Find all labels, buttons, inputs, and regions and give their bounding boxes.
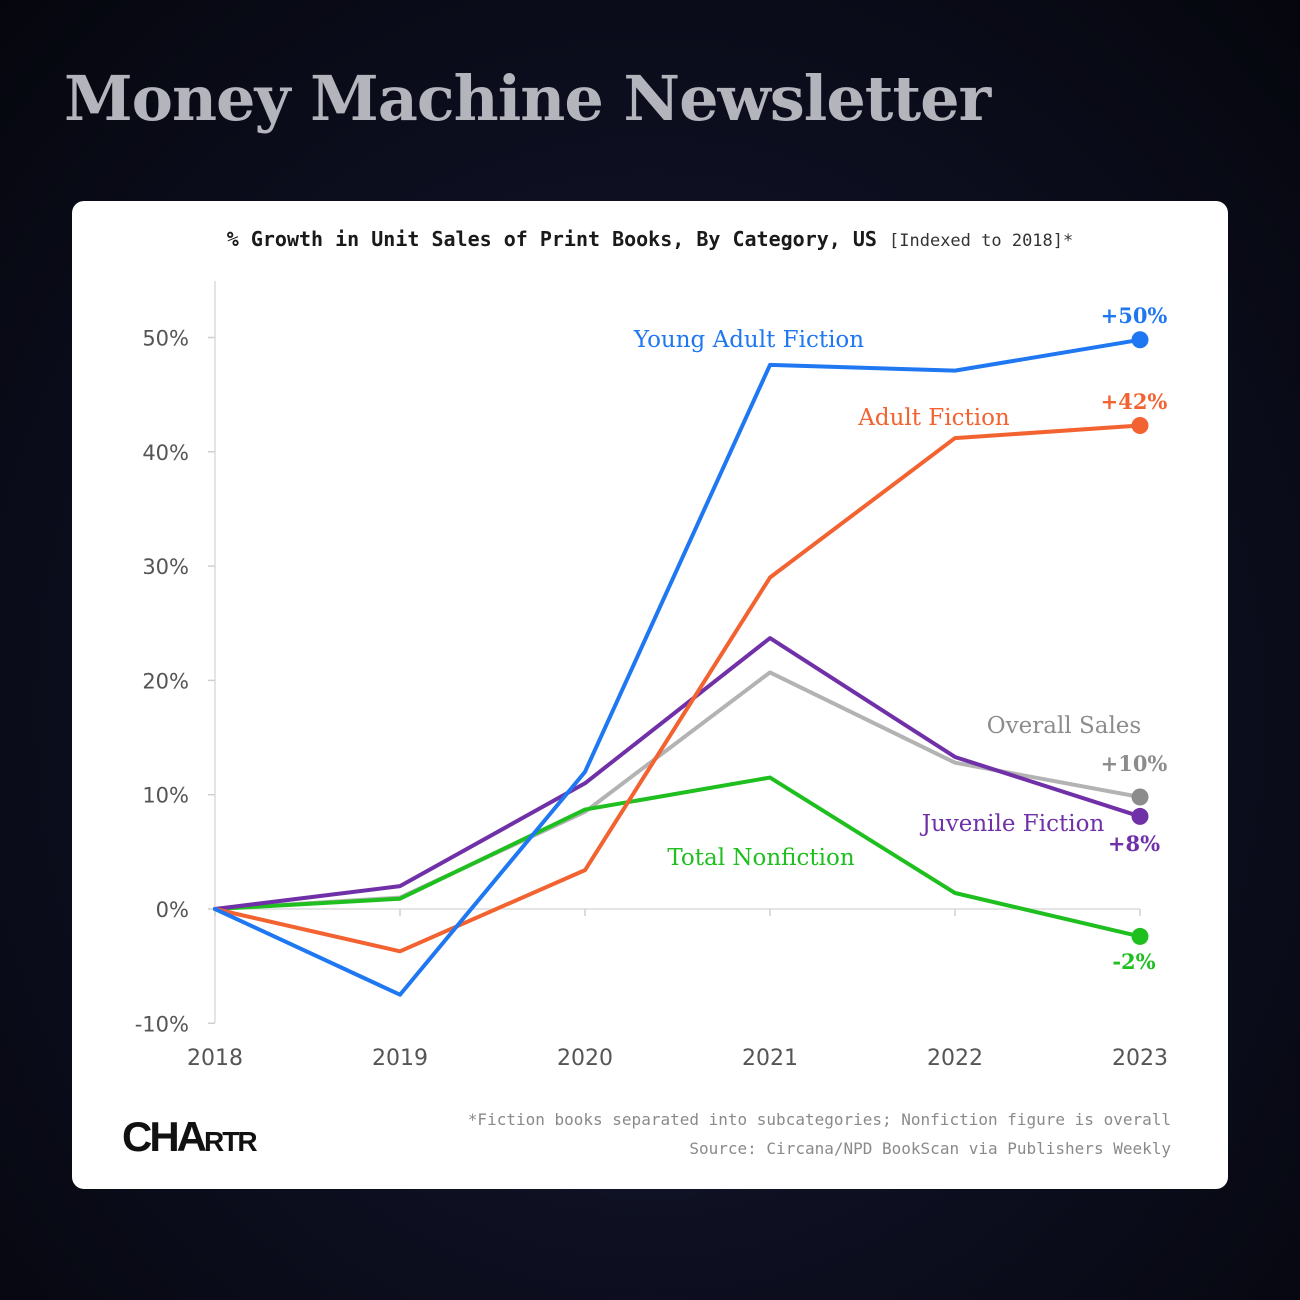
end-value-label-juvenile-fiction: +8% [1108,831,1160,856]
x-tick-label: 2019 [372,1046,428,1071]
end-value-label-adult-fiction: +42% [1101,389,1168,414]
end-point-overall-sales [1131,788,1149,806]
end-value-label-young-adult-fiction: +50% [1101,303,1168,328]
series-label-total-nonfiction: Total Nonfiction [667,845,854,871]
y-tick-label: 50% [142,327,189,351]
end-value-label-overall-sales: +10% [1101,751,1168,776]
newsletter-brand-title: Money Machine Newsletter [64,62,991,135]
series-line-total-nonfiction [213,775,1142,939]
series-label-overall-sales: Overall Sales [987,713,1141,739]
chart-footnote: *Fiction books separated into subcategor… [467,1110,1171,1129]
x-tick-label: 2023 [1112,1046,1168,1071]
chart-subtitle: [Indexed to 2018]* [889,231,1074,251]
series-label-young-adult-fiction: Young Adult Fiction [633,327,864,353]
x-tick-label: 2021 [742,1046,798,1071]
logo-main: CHA [122,1113,207,1160]
line-chart: 50% 40% 30% 20% 10% 0% -10% 2018 2019 2020 2021 202… [135,281,1168,1071]
end-point-juvenile-fiction [1131,807,1149,825]
series-line-adult-fiction [213,423,1142,954]
y-tick-label: -10% [135,1012,189,1036]
series-line-juvenile-fiction [213,636,1142,911]
x-tick-label: 2020 [557,1046,613,1071]
chart-title: % Growth in Unit Sales of Print Books, B… [226,227,877,251]
end-value-label-total-nonfiction: -2% [1112,949,1155,974]
end-point-adult-fiction [1131,417,1149,435]
chartr-logo: CHARTR [122,1113,258,1161]
x-tick-label: 2018 [187,1046,243,1071]
chart-title-row: % Growth in Unit Sales of Print Books, B… [72,227,1228,251]
end-point-young-adult-fiction [1131,331,1149,349]
chart-source: Source: Circana/NPD BookScan via Publish… [689,1139,1171,1158]
chart-card: % Growth in Unit Sales of Print Books, B… [72,201,1228,1189]
x-tick-label: 2022 [927,1046,983,1071]
series-line-overall-sales [213,670,1142,911]
y-tick-label: 40% [142,441,189,465]
y-tick-label: 20% [142,669,189,693]
chart-notes: *Fiction books separated into subcategor… [468,1105,1171,1163]
y-tick-label: 0% [156,898,189,922]
series-label-adult-fiction: Adult Fiction [857,405,1010,431]
y-tick-label: 10% [142,784,189,808]
series-label-juvenile-fiction: Juvenile Fiction [920,811,1105,837]
logo-small: RTR [204,1126,258,1157]
y-tick-label: 30% [142,555,189,579]
series-line-young-adult-fiction [213,337,1142,997]
end-point-total-nonfiction [1131,927,1149,945]
